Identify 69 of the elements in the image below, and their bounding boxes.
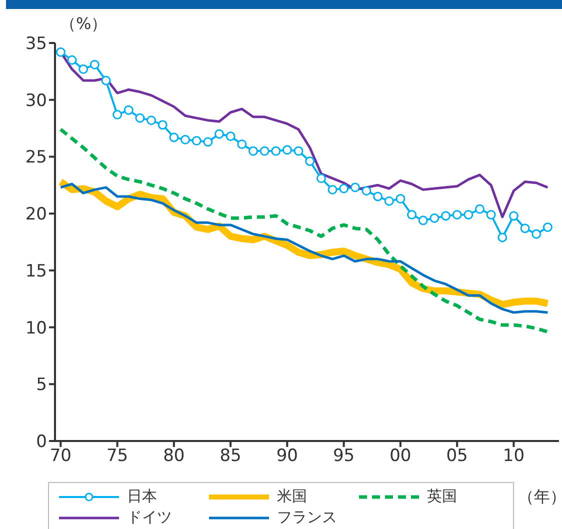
x-tick-label: 75 bbox=[106, 446, 128, 466]
point bbox=[192, 136, 202, 146]
point bbox=[226, 131, 236, 141]
legend-label: ドイツ bbox=[126, 508, 173, 527]
point bbox=[418, 216, 428, 226]
point bbox=[440, 211, 450, 221]
y-tick-label: 0 bbox=[36, 432, 47, 452]
x-tick-label: 00 bbox=[390, 446, 412, 466]
y-tick-label: 30 bbox=[25, 90, 47, 111]
point bbox=[260, 146, 270, 156]
point bbox=[214, 129, 224, 139]
point bbox=[396, 194, 406, 204]
point bbox=[373, 192, 383, 202]
y-tick-label: 10 bbox=[25, 318, 47, 338]
legend-label: フランス bbox=[276, 508, 338, 527]
point bbox=[169, 132, 179, 142]
point bbox=[520, 224, 530, 234]
point bbox=[486, 210, 496, 220]
point bbox=[135, 113, 145, 123]
point bbox=[532, 229, 542, 239]
x-tick-label: 05 bbox=[446, 446, 468, 466]
legend-label: 米国 bbox=[276, 487, 308, 506]
x-axis-title: （年） bbox=[518, 487, 562, 508]
y-tick-label: 20 bbox=[25, 204, 47, 225]
point bbox=[407, 210, 417, 220]
point bbox=[146, 116, 156, 126]
point bbox=[316, 174, 326, 184]
legend-label: 日本 bbox=[126, 487, 158, 506]
point bbox=[158, 120, 168, 130]
point bbox=[508, 211, 518, 221]
point bbox=[271, 146, 281, 156]
legend-label: 英国 bbox=[426, 487, 458, 506]
y-tick-label: 35 bbox=[25, 34, 47, 54]
point bbox=[67, 55, 77, 65]
point bbox=[124, 105, 134, 115]
point bbox=[305, 156, 315, 166]
y-axis-title: （%） bbox=[60, 14, 108, 35]
point bbox=[430, 213, 440, 223]
y-tick-label: 15 bbox=[25, 261, 47, 282]
point bbox=[464, 210, 474, 220]
y-tick-label: 5 bbox=[36, 375, 47, 396]
point bbox=[180, 134, 190, 144]
point bbox=[474, 204, 484, 214]
point bbox=[362, 186, 372, 196]
point bbox=[78, 64, 88, 74]
point bbox=[248, 146, 258, 156]
point bbox=[56, 47, 66, 57]
x-tick-label: 10 bbox=[502, 446, 525, 466]
x-tick-label: 70 bbox=[50, 446, 72, 466]
x-tick-label: 85 bbox=[220, 446, 242, 466]
point bbox=[237, 139, 247, 149]
point bbox=[101, 76, 111, 86]
point bbox=[350, 182, 360, 192]
point bbox=[282, 145, 292, 155]
point bbox=[328, 184, 338, 194]
point bbox=[112, 110, 122, 120]
y-tick-label: 25 bbox=[25, 148, 47, 168]
x-tick-label: 90 bbox=[276, 446, 298, 466]
point bbox=[203, 137, 213, 147]
point bbox=[339, 184, 349, 194]
point bbox=[384, 196, 394, 206]
point bbox=[498, 232, 508, 242]
point bbox=[90, 60, 100, 70]
x-tick-label: 95 bbox=[332, 446, 355, 466]
line-series bbox=[58, 128, 550, 334]
point bbox=[542, 222, 552, 232]
point bbox=[294, 146, 304, 156]
point bbox=[452, 210, 462, 220]
x-tick-label: 80 bbox=[163, 446, 185, 466]
